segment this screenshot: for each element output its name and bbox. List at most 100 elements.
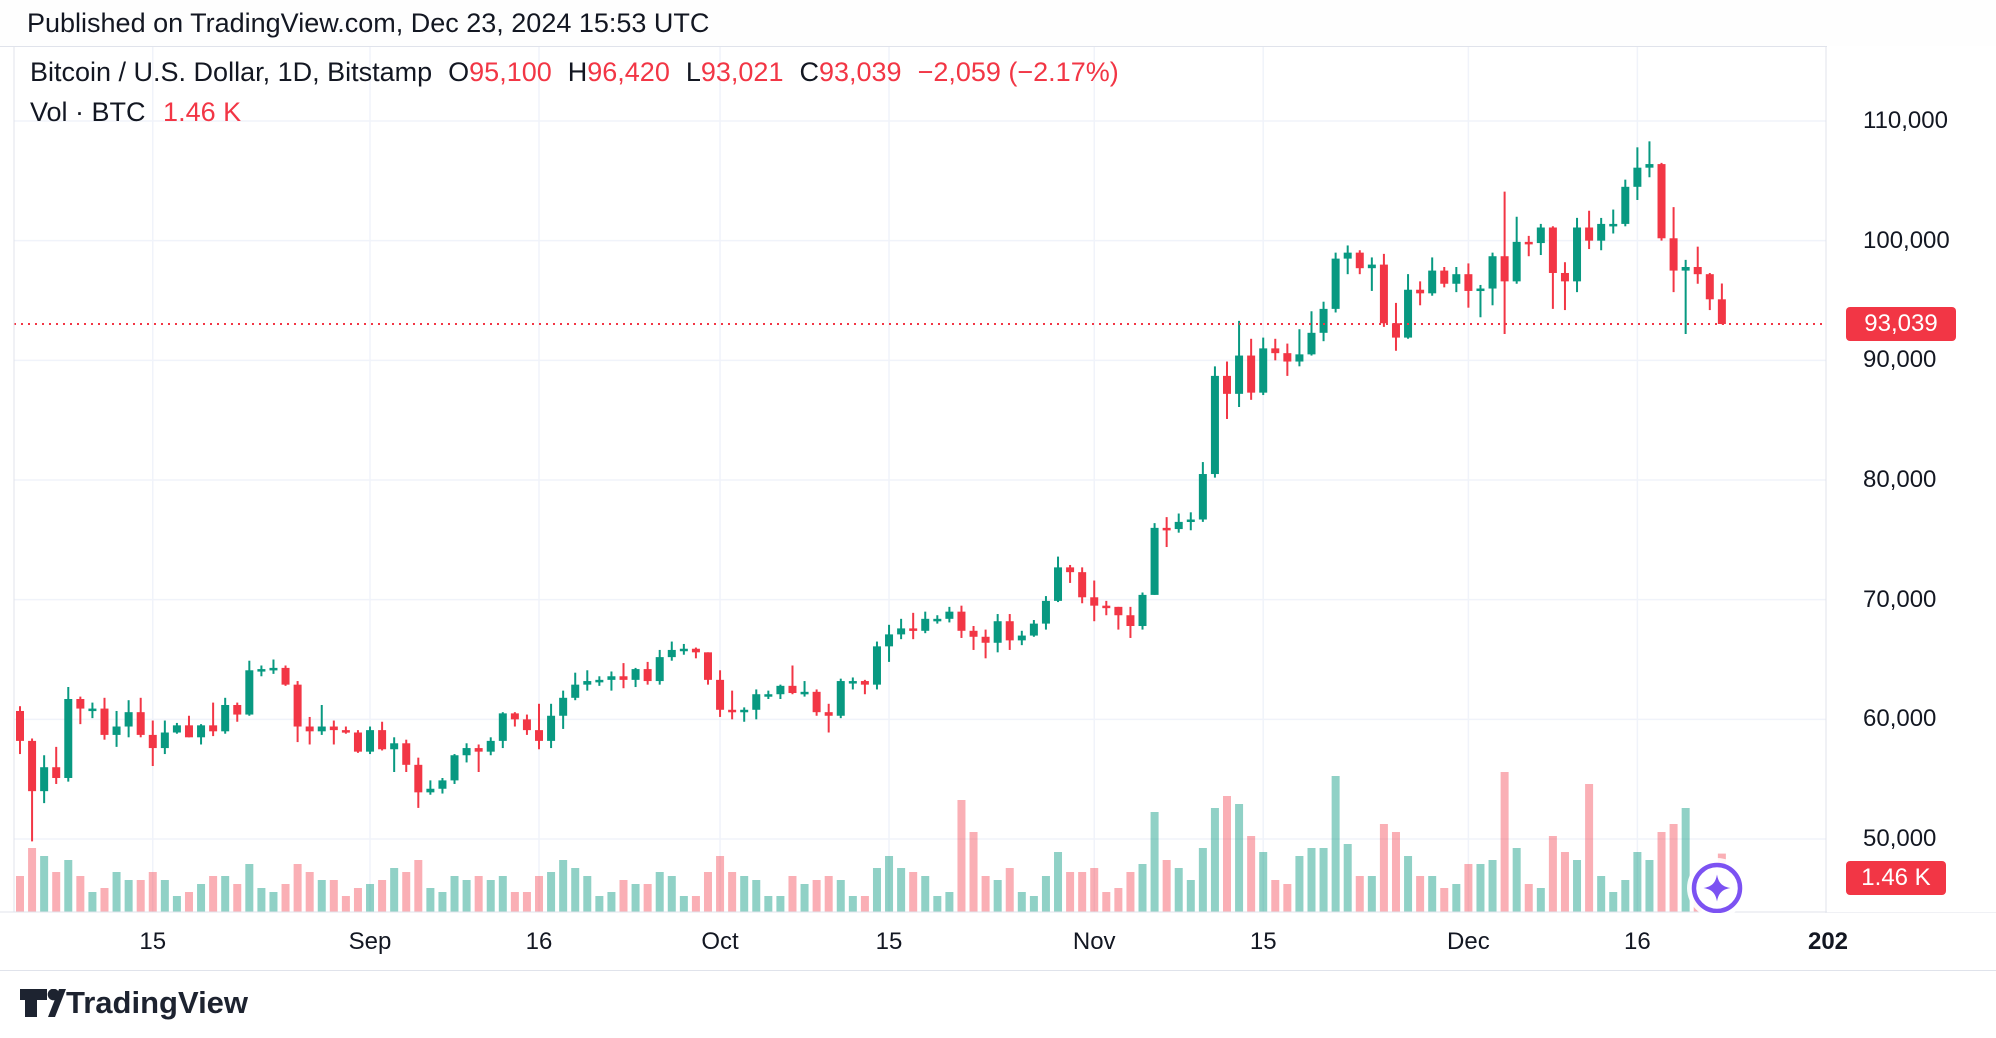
candle-body [64, 699, 73, 778]
candle-body [184, 725, 193, 738]
volume-bar [402, 872, 411, 912]
volume-bar [1500, 772, 1509, 912]
candle-body [1536, 227, 1545, 244]
candle-body [1343, 252, 1352, 259]
symbol-legend-row[interactable]: Bitcoin / U.S. Dollar, 1D, Bitstamp O95,1… [30, 56, 1119, 88]
candle-body [510, 713, 519, 720]
candle-body [667, 649, 676, 658]
volume-bar [353, 888, 362, 912]
volume-bar [788, 876, 797, 912]
brand-text[interactable]: TradingView [66, 985, 249, 1020]
volume-bar [498, 876, 507, 912]
time-tick-label: Nov [1072, 928, 1116, 955]
volume-bar [812, 880, 821, 912]
price-tick-label: 100,000 [1863, 226, 1950, 254]
candle-body [921, 618, 930, 631]
volume-bar [1162, 860, 1171, 912]
volume-bar [619, 880, 628, 912]
volume-bar [1621, 880, 1630, 912]
volume-bar [1597, 876, 1606, 912]
volume-legend-row[interactable]: Vol · BTC 1.46 K [30, 96, 1119, 128]
candle-body [1693, 266, 1702, 275]
volume-bar [88, 892, 97, 912]
volume-bar [1210, 808, 1219, 912]
candle-body [535, 730, 544, 741]
volume-bar [1379, 824, 1388, 912]
candle-body [1500, 256, 1509, 282]
candle-body [172, 725, 181, 733]
volume-bar [317, 880, 326, 912]
volume-bar [305, 872, 314, 912]
volume-bar [1355, 876, 1364, 912]
volume-bar [1198, 848, 1207, 912]
tradingview-logo-icon[interactable] [20, 989, 66, 1019]
volume-bar [1476, 864, 1485, 912]
candle-body [305, 726, 314, 732]
time-tick-label: Oct [701, 928, 739, 955]
price-axis[interactable]: 110,000 100,000 90,000 80,000 70,000 60,000 50… [1827, 46, 1996, 912]
candle-body [583, 681, 592, 685]
volume-bar [378, 880, 387, 912]
candle-body [1705, 274, 1714, 300]
price-tick-label: 80,000 [1863, 466, 1937, 493]
candle-body [981, 636, 990, 643]
candle-body [776, 685, 785, 695]
year-label: 202 [1807, 928, 1849, 955]
time-axis[interactable]: 15 Sep 16 Oct 15 Nov 15 Dec 16 202 [0, 913, 1996, 971]
candle-body [462, 748, 471, 756]
candle-body [426, 788, 435, 793]
candle-body [1585, 227, 1594, 241]
volume-bar [221, 876, 230, 912]
sparkle-marker-icon[interactable] [1687, 858, 1747, 918]
candle-body [1428, 270, 1437, 294]
candle-body [897, 628, 906, 635]
volume-bar [197, 884, 206, 912]
volume-bar [595, 896, 604, 912]
candle-body [559, 697, 568, 716]
volume-bar [1295, 856, 1304, 912]
volume-bar [872, 868, 881, 912]
volume-bar [1633, 852, 1642, 912]
volume-bar [414, 860, 423, 912]
volume-bar [1247, 836, 1256, 912]
candle-body [1283, 353, 1292, 362]
volume-bar [752, 880, 761, 912]
candle-body [1669, 238, 1678, 271]
volume-bar [800, 884, 809, 912]
candle-body [1198, 474, 1207, 520]
candle-body [353, 732, 362, 752]
volume-bar [124, 880, 133, 912]
volume-bar [1645, 860, 1654, 912]
candle-body [1524, 241, 1533, 245]
candle-body [1476, 288, 1485, 292]
volume-bar [969, 832, 978, 912]
candle-body [752, 694, 761, 710]
candle-body [245, 670, 254, 715]
volume-bar [1186, 880, 1195, 912]
candle-body [1609, 223, 1618, 227]
volume-bar [426, 888, 435, 912]
volume-bar [667, 876, 676, 912]
volume-bar [1319, 848, 1328, 912]
candle-body [474, 748, 483, 752]
volume-bar [172, 896, 181, 912]
ohlc-high: H96,420 [567, 57, 670, 87]
candle-body [812, 691, 821, 713]
candle-body [1391, 323, 1400, 338]
volume-bar [679, 896, 688, 912]
ohlc-low: L93,021 [685, 57, 784, 87]
volume-bar [341, 896, 350, 912]
candle-body [679, 648, 688, 652]
volume-bar [559, 860, 568, 912]
candle-body [1054, 567, 1063, 601]
candle-body [619, 676, 628, 680]
volume-bar [184, 892, 193, 912]
volume-bar [329, 880, 338, 912]
volume-bar [860, 896, 869, 912]
volume-bar [885, 856, 894, 912]
candle-body [1464, 274, 1473, 291]
candle-body [824, 712, 833, 716]
volume-bar [1235, 804, 1244, 912]
candle-body [703, 652, 712, 680]
